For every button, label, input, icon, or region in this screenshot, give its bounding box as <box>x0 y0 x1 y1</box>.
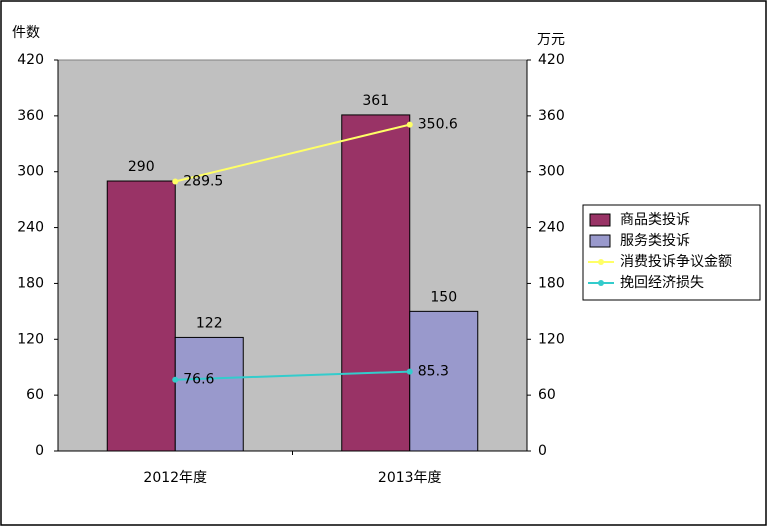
legend-label: 商品类投诉 <box>620 212 690 228</box>
data-label: 150 <box>430 289 457 305</box>
y-axis-title: 件数 <box>12 25 40 41</box>
y2-axis-title: 万元 <box>537 32 565 48</box>
data-label: 76.6 <box>183 372 214 388</box>
line <box>175 123 410 183</box>
bar <box>409 310 479 452</box>
line-point <box>172 178 179 185</box>
y-tick-label: 120 <box>17 331 44 347</box>
y2-tick-label: 420 <box>538 52 565 68</box>
y2-tick-label: 120 <box>538 331 565 347</box>
y2-tick-label: 60 <box>538 387 556 403</box>
line-point <box>406 368 413 375</box>
legend-label: 服务类投诉 <box>620 233 690 249</box>
x-tick-label: 2012年度 <box>143 470 207 486</box>
bar <box>106 180 176 452</box>
y-tick-label: 0 <box>35 443 44 459</box>
data-label: 122 <box>196 315 223 331</box>
legend-marker <box>598 259 604 265</box>
data-label: 289.5 <box>183 173 223 189</box>
legend-marker <box>598 280 604 286</box>
legend-label: 消费投诉争议金额 <box>620 254 732 270</box>
line-point <box>172 376 179 383</box>
line <box>175 370 410 381</box>
y2-tick-label: 300 <box>538 164 565 180</box>
y2-tick-label: 240 <box>538 220 565 236</box>
data-label: 290 <box>128 159 155 175</box>
legend-swatch <box>589 234 611 248</box>
legend-swatch <box>589 213 611 227</box>
y-tick-label: 360 <box>17 108 44 124</box>
y-tick-label: 180 <box>17 275 44 291</box>
legend <box>582 204 761 301</box>
y-tick-label: 60 <box>26 387 44 403</box>
line-point <box>406 121 413 128</box>
y-tick-label: 240 <box>17 220 44 236</box>
bar <box>341 114 411 452</box>
legend-label: 挽回经济损失 <box>620 275 704 291</box>
data-label: 361 <box>362 93 389 109</box>
x-tick-label: 2013年度 <box>378 470 442 486</box>
y-tick-label: 420 <box>17 52 44 68</box>
y-tick-label: 300 <box>17 164 44 180</box>
y2-tick-label: 0 <box>538 443 547 459</box>
y2-tick-label: 180 <box>538 275 565 291</box>
data-label: 350.6 <box>418 117 458 133</box>
bar <box>174 336 244 452</box>
y2-tick-label: 360 <box>538 108 565 124</box>
data-label: 85.3 <box>418 364 449 380</box>
